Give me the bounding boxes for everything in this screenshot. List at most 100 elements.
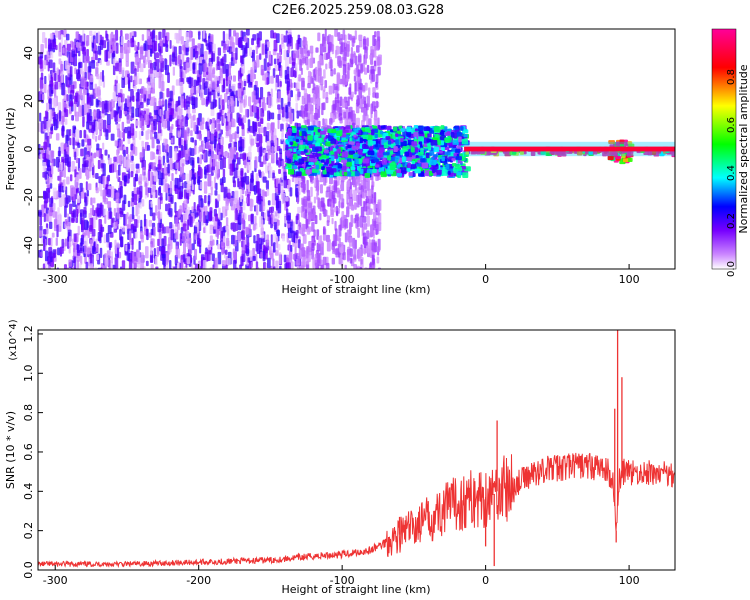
heatmap-cell (376, 40, 380, 51)
heatmap-cell (296, 266, 300, 269)
heatmap-cell (352, 237, 356, 249)
heatmap-cell (271, 193, 276, 206)
heatmap-cell (130, 123, 135, 136)
heatmap-cell (215, 182, 218, 191)
heatmap-cell (227, 258, 231, 266)
heatmap-cell (57, 207, 60, 220)
heatmap-cell (68, 259, 73, 267)
heatmap-cell (320, 84, 324, 91)
heatmap-cell (178, 45, 182, 55)
heatmap-cell (75, 157, 79, 164)
heatmap-cell (50, 76, 54, 87)
heatmap-cell (221, 176, 226, 184)
heatmap-cell (356, 99, 359, 105)
heatmap-cell (253, 268, 256, 269)
heatmap-cell (260, 127, 265, 133)
heatmap-cell (106, 232, 110, 243)
heatmap-cell (91, 121, 95, 130)
heatmap-cell (176, 107, 180, 119)
heatmap-cell (166, 33, 169, 41)
heatmap-cell (158, 97, 162, 107)
heatmap-cell (276, 237, 279, 249)
heatmap-cell (93, 39, 97, 51)
heatmap-cell (406, 126, 412, 133)
heatmap-cell (170, 229, 175, 241)
heatmap-cell (42, 31, 46, 44)
heatmap-cell (291, 261, 294, 269)
heatmap-cell (353, 247, 357, 260)
heatmap-cell (229, 163, 234, 176)
heatmap-cell (312, 93, 316, 105)
heatmap-cell (86, 112, 90, 123)
heatmap-cell (241, 64, 245, 74)
heatmap-cell (323, 176, 327, 186)
heatmap-cell (231, 51, 234, 62)
heatmap-cell (219, 68, 223, 81)
heatmap-cell (245, 237, 250, 247)
heatmap-cell (319, 213, 322, 221)
heatmap-cell (186, 256, 191, 264)
heatmap-cell (300, 243, 304, 251)
heatmap-cell (58, 196, 63, 208)
heatmap-cell (170, 157, 173, 171)
heatmap-cell (318, 235, 322, 245)
heatmap-cell (287, 227, 292, 239)
heatmap-cell (213, 135, 217, 149)
heatmap-cell (241, 246, 245, 254)
heatmap-cell (134, 218, 138, 228)
heatmap-cell (134, 45, 138, 51)
heatmap-cell (196, 57, 200, 66)
heatmap-cell (423, 142, 428, 148)
heatmap-cell (170, 180, 173, 194)
heatmap-cell (250, 261, 254, 268)
heatmap-cell (221, 40, 224, 47)
heatmap-cell (333, 206, 337, 213)
heatmap-cell (81, 93, 86, 105)
heatmap-cell (341, 210, 345, 221)
heatmap-cell (57, 218, 60, 225)
heatmap-cell (72, 268, 75, 269)
heatmap-cell (212, 51, 216, 62)
heatmap-cell (345, 44, 350, 57)
heatmap-cell (366, 215, 370, 227)
heatmap-cell (233, 30, 237, 37)
heatmap-cell (380, 171, 387, 178)
heatmap-cell (380, 125, 386, 129)
heatmap-cell (86, 40, 89, 47)
heatmap-cell (260, 108, 265, 117)
heatmap-cell (49, 183, 53, 189)
heatmap-cell (315, 66, 318, 75)
heatmap-cell (164, 119, 168, 128)
heatmap-cell (123, 43, 128, 54)
heatmap-cell (273, 58, 277, 65)
heatmap-cell (180, 214, 184, 223)
heatmap-cell (301, 223, 305, 237)
heatmap-cell (151, 122, 154, 133)
heatmap-cell (321, 133, 325, 138)
heatmap-cell (136, 61, 140, 73)
heatmap-cell (100, 163, 104, 169)
heatmap-cell (77, 225, 80, 236)
heatmap-cell (180, 126, 185, 138)
heatmap-cell (130, 75, 133, 83)
heatmap-cell (61, 238, 65, 248)
heatmap-cell (183, 189, 188, 199)
heatmap-cell (358, 55, 362, 63)
heatmap-cell (317, 253, 320, 264)
heatmap-cell (130, 61, 135, 74)
heatmap-cell (105, 33, 109, 41)
heatmap-cell (71, 217, 75, 224)
heatmap-cell (146, 98, 150, 106)
heatmap-cell (267, 257, 271, 269)
heatmap-cell (112, 92, 116, 102)
heatmap-cell (281, 160, 285, 169)
heatmap-cell (120, 139, 123, 145)
heatmap-cell (153, 170, 158, 182)
heatmap-cell (53, 218, 58, 232)
heatmap-cell (342, 29, 346, 41)
heatmap-cell (431, 156, 435, 161)
heatmap-cell (295, 63, 298, 72)
heatmap-cell (47, 38, 52, 50)
heatmap-cell (146, 144, 151, 151)
heatmap-cell (368, 268, 370, 269)
